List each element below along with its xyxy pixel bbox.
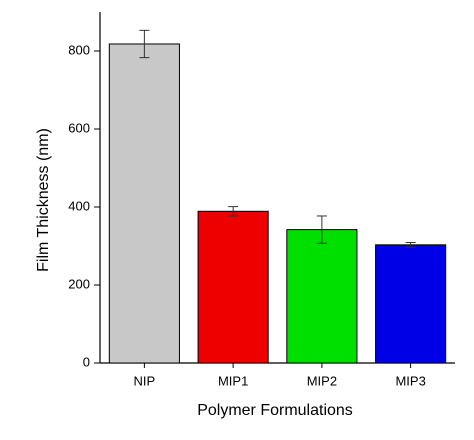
bar xyxy=(108,43,180,364)
y-tick-label: 400 xyxy=(68,198,90,213)
y-tick-label: 800 xyxy=(68,42,90,57)
x-tick-label: MIP3 xyxy=(395,373,425,388)
x-tick-label: MIP1 xyxy=(218,373,248,388)
y-tick-label: 200 xyxy=(68,276,90,291)
x-axis-title: Polymer Formulations xyxy=(197,402,353,419)
bar xyxy=(286,229,358,364)
y-tick-label: 600 xyxy=(68,120,90,135)
y-tick-label: 0 xyxy=(83,354,90,369)
bar xyxy=(197,210,269,364)
x-tick-label: NIP xyxy=(134,373,156,388)
bar xyxy=(375,244,447,364)
x-tick-label: MIP2 xyxy=(307,373,337,388)
y-axis-title: Film Thickness (nm) xyxy=(35,128,52,272)
